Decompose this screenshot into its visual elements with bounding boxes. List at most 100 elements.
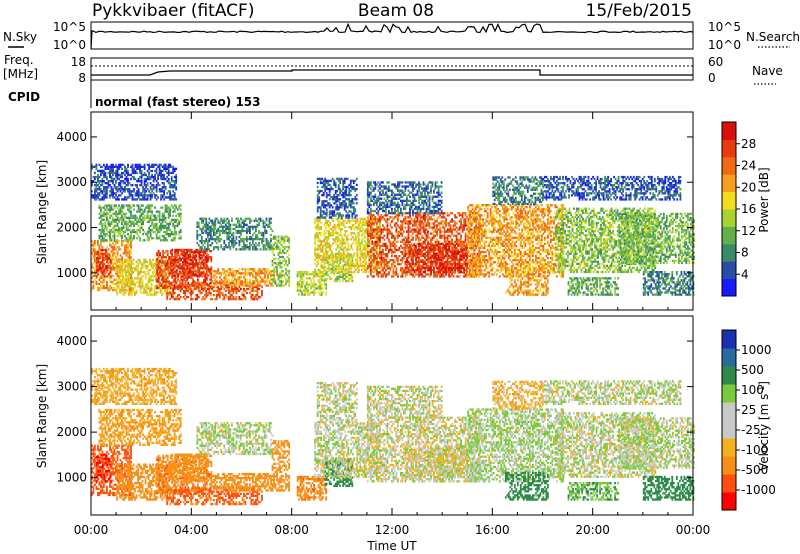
- data-cell: [205, 289, 208, 293]
- data-cell: [116, 214, 119, 217]
- data-cell: [209, 227, 212, 231]
- data-cell: [143, 184, 146, 187]
- data-cell: [172, 285, 175, 289]
- data-cell: [94, 244, 96, 247]
- data-cell: [232, 246, 235, 249]
- data-cell: [234, 278, 236, 281]
- data-cell: [325, 271, 328, 274]
- data-cell: [217, 229, 220, 233]
- data-cell: [119, 212, 122, 215]
- data-cell: [214, 221, 217, 224]
- data-cell: [166, 180, 169, 183]
- data-cell: [109, 194, 111, 197]
- data-cell: [170, 239, 173, 242]
- data-cell: [332, 252, 335, 255]
- nave-tick-bottom: 0: [708, 71, 716, 85]
- data-cell: [121, 235, 123, 238]
- data-cell: [324, 248, 327, 251]
- data-cell: [283, 251, 286, 255]
- data-cell: [150, 289, 153, 292]
- data-cell: [98, 237, 101, 240]
- data-cell: [153, 289, 156, 292]
- data-cell: [223, 268, 226, 271]
- data-cell: [190, 282, 193, 285]
- data-cell: [285, 262, 287, 265]
- data-cell: [148, 220, 150, 223]
- data-cell: [356, 217, 359, 221]
- data-cell: [147, 279, 150, 282]
- data-cell: [150, 277, 153, 280]
- data-cell: [208, 289, 211, 293]
- data-cell: [118, 212, 120, 215]
- data-cell: [179, 208, 182, 211]
- data-cell: [149, 279, 151, 282]
- data-cell: [95, 186, 98, 189]
- data-cell: [96, 267, 98, 270]
- data-cell: [345, 202, 348, 205]
- data-cell: [192, 263, 195, 266]
- data-cell: [259, 282, 262, 285]
- data-cell: [116, 246, 119, 249]
- data-cell: [106, 194, 108, 197]
- data-cell: [375, 246, 378, 250]
- data-cell: [265, 268, 268, 271]
- data-cell: [202, 265, 205, 268]
- data-cell: [148, 163, 150, 166]
- data-cell: [160, 198, 162, 201]
- data-cell: [238, 268, 241, 271]
- data-cell: [115, 175, 117, 179]
- data-cell: [96, 269, 98, 272]
- data-cell: [273, 262, 275, 265]
- data-cell: [119, 281, 121, 284]
- data-cell: [246, 229, 248, 233]
- data-cell: [189, 271, 192, 274]
- data-cell: [161, 293, 163, 296]
- data-cell: [103, 280, 105, 284]
- data-cell: [184, 263, 187, 266]
- data-cell: [339, 228, 342, 231]
- data-cell: [249, 242, 251, 245]
- data-cell: [116, 235, 119, 238]
- data-cell: [372, 275, 375, 278]
- data-cell: [132, 258, 135, 262]
- data-cell: [119, 269, 121, 272]
- data-cell: [125, 177, 128, 181]
- data-cell: [315, 232, 318, 235]
- data-cell: [107, 248, 110, 251]
- data-cell: [184, 283, 187, 286]
- data-cell: [349, 273, 352, 277]
- data-cell: [280, 262, 283, 265]
- data-cell: [116, 222, 119, 226]
- data-cell: [360, 230, 363, 233]
- data-cell: [211, 219, 214, 222]
- data-cell: [351, 242, 354, 245]
- data-cell: [344, 270, 347, 274]
- data-cell: [330, 256, 333, 259]
- data-cell: [350, 219, 353, 223]
- data-cell: [101, 169, 104, 173]
- data-cell: [304, 289, 306, 292]
- data-cell: [130, 230, 132, 234]
- data-cell: [327, 258, 330, 261]
- data-cell: [351, 216, 354, 219]
- data-cell: [234, 242, 236, 245]
- data-cell: [175, 269, 178, 272]
- data-cell: [92, 266, 95, 269]
- data-cell: [302, 273, 305, 276]
- data-cell: [167, 173, 170, 177]
- data-cell: [331, 214, 334, 217]
- data-cell: [337, 214, 340, 217]
- data-cell: [119, 273, 121, 276]
- data-cell: [318, 226, 321, 229]
- data-cell: [143, 287, 145, 290]
- data-cell: [186, 252, 189, 256]
- data-cell: [124, 212, 126, 215]
- data-cell: [362, 252, 365, 255]
- data-cell: [318, 200, 321, 203]
- data-cell: [319, 210, 322, 213]
- data-cell: [330, 217, 333, 221]
- data-cell: [368, 252, 371, 255]
- data-cell: [207, 260, 210, 263]
- data-cell: [265, 278, 268, 281]
- data-cell: [100, 278, 102, 281]
